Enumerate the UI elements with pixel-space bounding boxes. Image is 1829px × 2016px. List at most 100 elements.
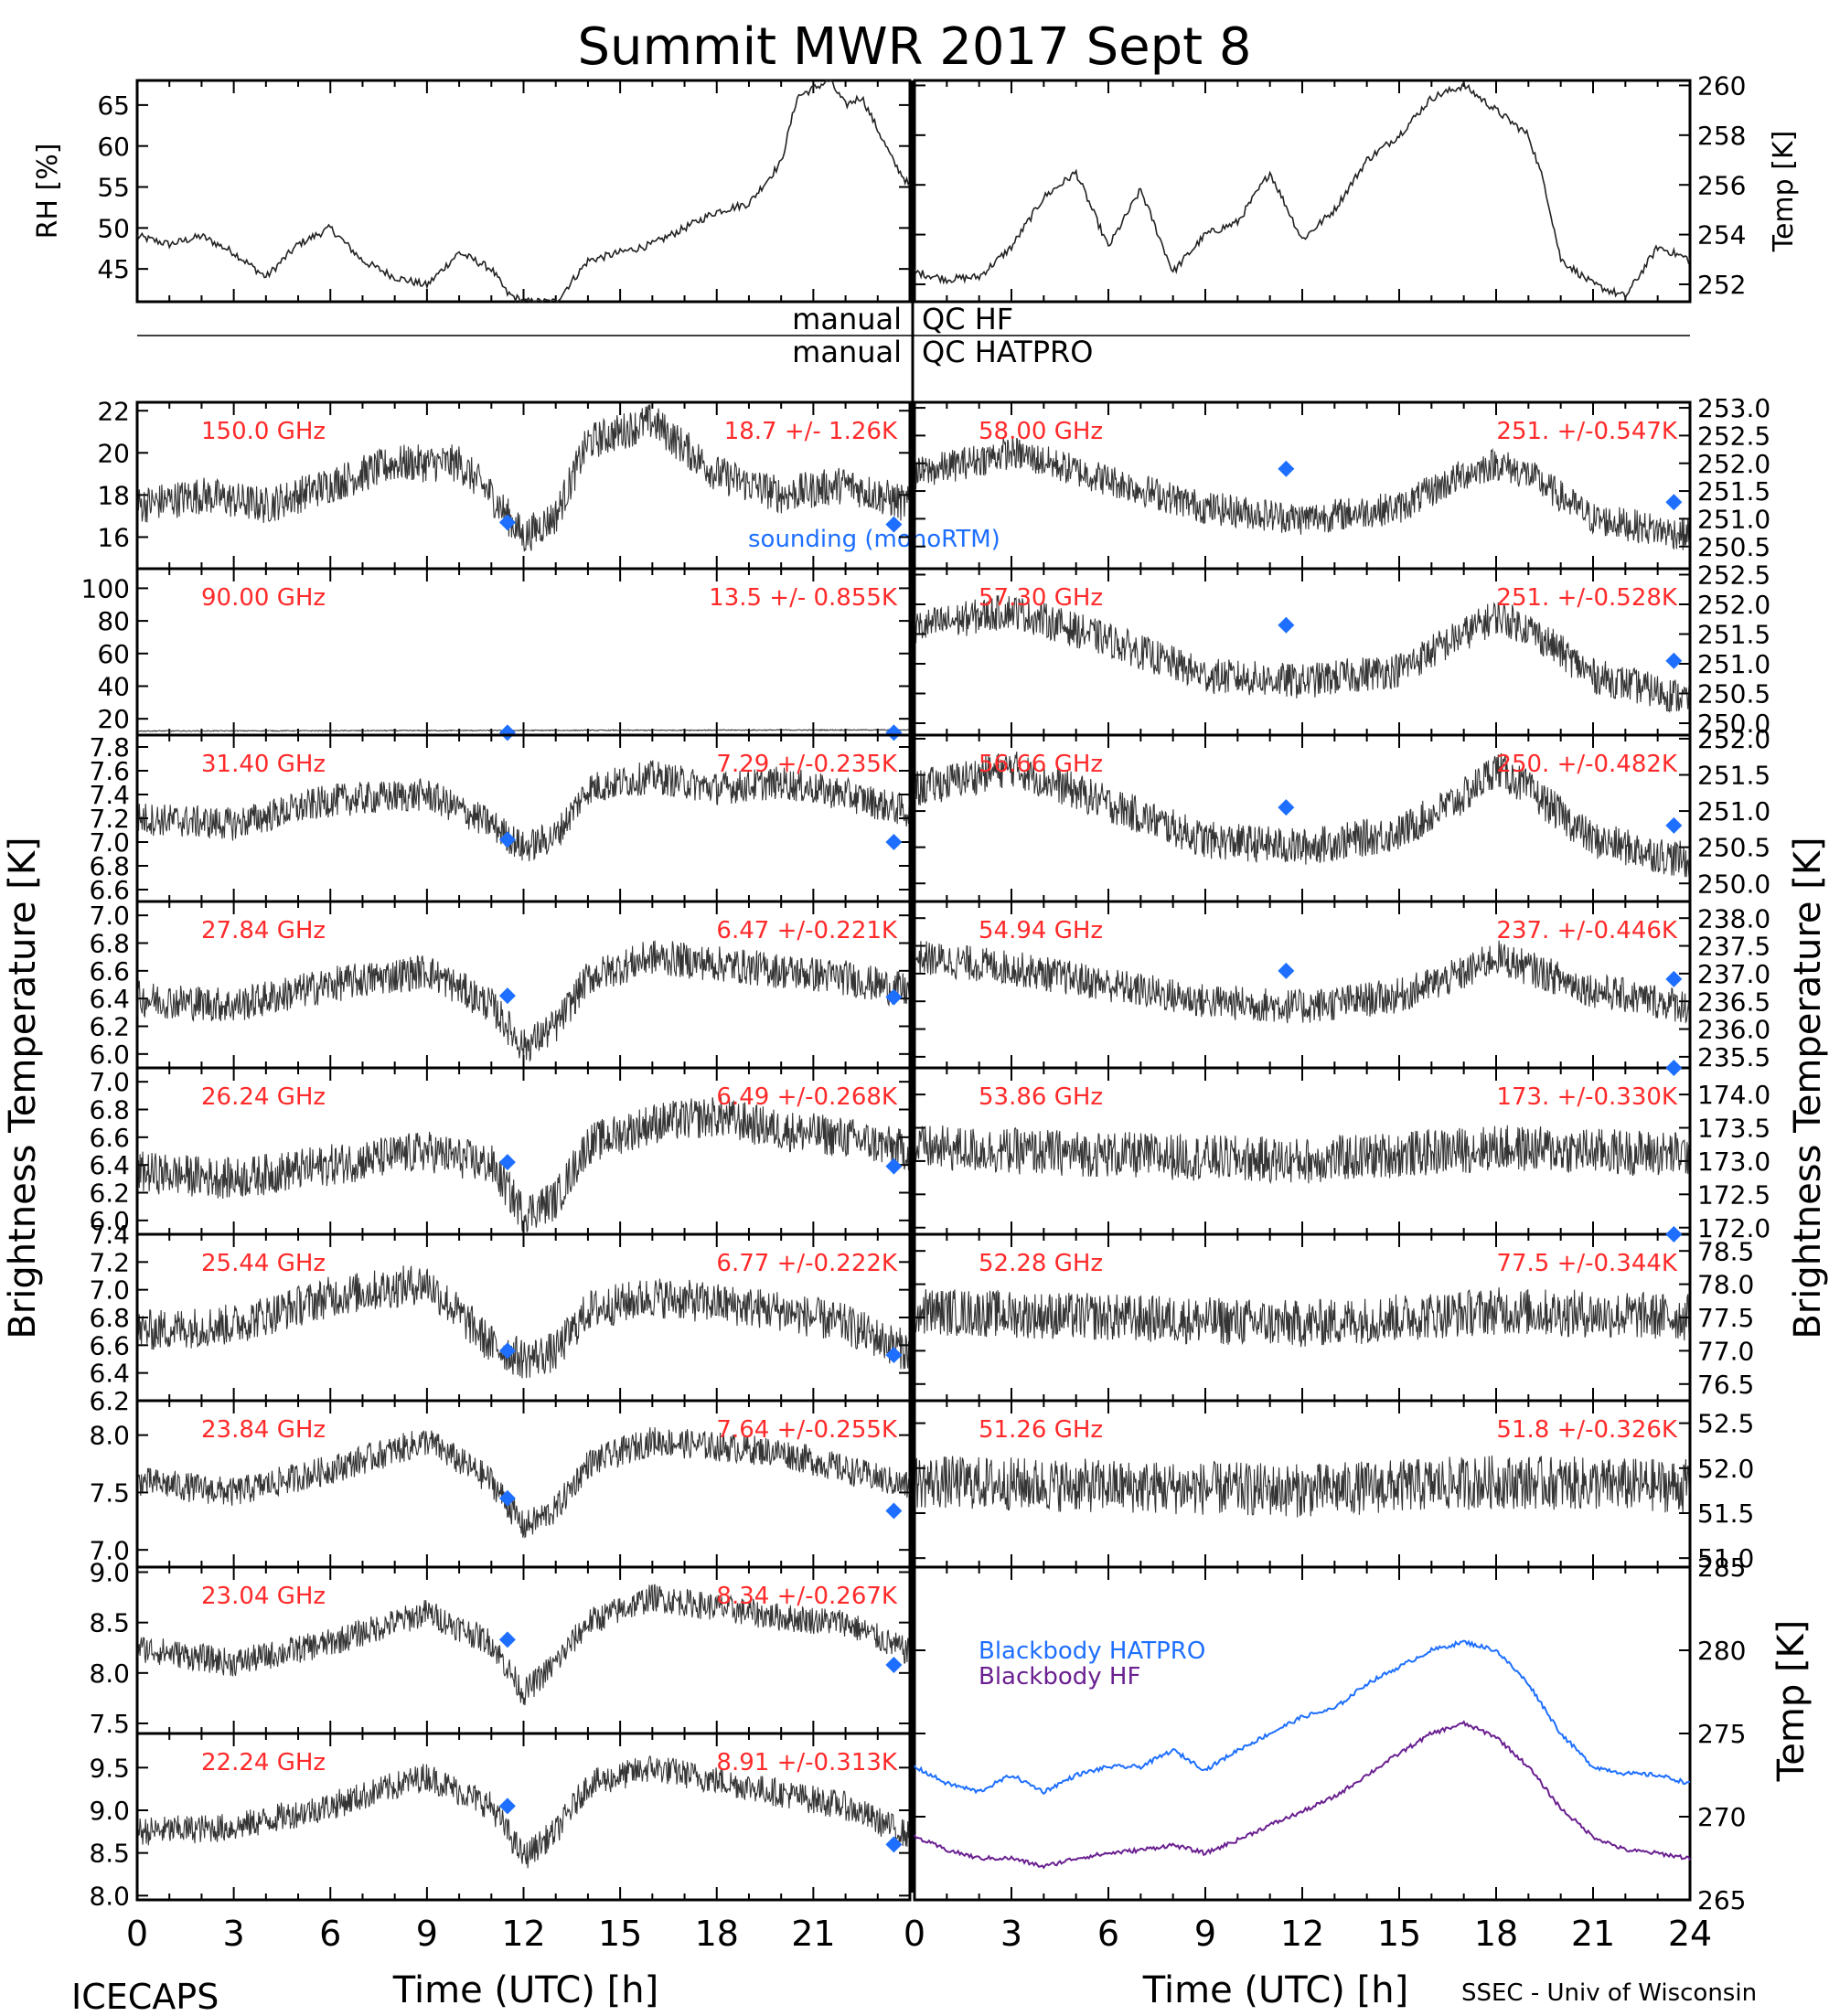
x-tick-label-right-6: 18: [1474, 1914, 1518, 1954]
right-panel-0-ytick-label-1: 251.0: [1697, 504, 1770, 534]
left-panel-1-sounding-point-0: [498, 724, 516, 741]
left-panel-3-ytick-label-1: 6.2: [89, 1012, 130, 1042]
right-panel-1-ytick-label-4: 252.0: [1697, 590, 1770, 620]
right-panel-4-ytick-label-1: 172.5: [1697, 1179, 1770, 1210]
x-tick-label-left-0: 0: [126, 1914, 148, 1954]
left-panel-6-ytick-label-2: 8.0: [89, 1421, 130, 1451]
right-panel-5-ytick-label-1: 77.0: [1697, 1336, 1754, 1366]
right-panel-3-ytick-label-4: 237.5: [1697, 932, 1770, 962]
right-panel-3-ytick-label-5: 238.0: [1697, 903, 1770, 933]
right-panel-3-sounding-point-0: [1278, 962, 1295, 979]
left-panel-2-ytick-label-4: 7.4: [89, 780, 130, 810]
right-panel-3-sounding-point-1: [1665, 970, 1683, 987]
left-panel-7-ytick-label-2: 8.5: [89, 1608, 130, 1638]
qc-hf-right: QC HF: [922, 302, 1013, 336]
left-panel-8-stats-label: 8.91 +/-0.313K: [716, 1749, 898, 1776]
right-panel-1-ytick-label-1: 250.5: [1697, 679, 1770, 709]
right-panel-0-ytick-label-5: 253.0: [1697, 393, 1770, 423]
left-panel-5-ytick-label-3: 6.8: [89, 1303, 130, 1333]
rh-panel-ytick-label-4: 65: [97, 91, 130, 121]
left-panel-4-freq-label: 26.24 GHz: [201, 1083, 326, 1111]
left-panel-6-series-line: [136, 1427, 911, 1539]
left-panel-1-ytick-label-1: 40: [97, 672, 130, 702]
left-panel-4-stats-label: 6.49 +/-0.268K: [716, 1083, 898, 1111]
left-panel-1-stats-label: 13.5 +/- 0.855K: [709, 584, 898, 612]
temp-panel-ytick-label-3: 258: [1697, 121, 1746, 151]
blackbody-legend-1: Blackbody HF: [979, 1663, 1140, 1691]
brightness-label-right: Brightness Temperature [K]: [1787, 837, 1829, 1339]
left-panel-0-ytick-label-3: 22: [97, 396, 130, 426]
right-panel-4-ytick-label-3: 173.5: [1697, 1114, 1770, 1144]
blackbody-ytick-label-1: 270: [1697, 1802, 1746, 1832]
left-panel-0-sounding-point-1: [885, 516, 903, 533]
left-panel-2-stats-label: 7.29 +/-0.235K: [716, 751, 898, 778]
right-panel-0-ytick-label-4: 252.5: [1697, 421, 1770, 451]
right-panel-5-ytick-label-4: 78.5: [1697, 1236, 1754, 1266]
left-panel-7-ytick-label-0: 7.5: [89, 1709, 130, 1739]
left-panel-4-ytick-label-5: 7.0: [89, 1067, 130, 1097]
left-panel-0-ytick-label-0: 16: [97, 523, 130, 553]
right-panel-1-freq-label: 57.30 GHz: [979, 584, 1103, 612]
right-panel-5-freq-label: 52.28 GHz: [979, 1250, 1103, 1277]
left-panel-8-ytick-label-3: 9.5: [89, 1753, 130, 1783]
x-tick-label-left-2: 6: [319, 1914, 341, 1954]
left-panel-2-ytick-label-6: 7.8: [89, 732, 130, 763]
left-panel-3-sounding-point-1: [885, 988, 903, 1006]
left-panel-1-freq-label: 90.00 GHz: [201, 584, 326, 612]
rh-panel-ytick-label-3: 60: [97, 132, 130, 162]
blackbody-frame: [913, 1565, 1692, 1902]
left-panel-2-ytick-label-0: 6.6: [89, 875, 130, 905]
left-panel-3-freq-label: 27.84 GHz: [201, 917, 326, 944]
x-axis-label-left: Time (UTC) [h]: [392, 1969, 658, 2011]
left-panel-5-ytick-label-0: 6.2: [89, 1386, 130, 1416]
x-tick-label-left-7: 21: [791, 1914, 835, 1954]
right-panel-2-ytick-label-3: 251.5: [1697, 761, 1770, 791]
right-panel-0-ytick-label-2: 251.5: [1697, 476, 1770, 507]
right-panel-2-ytick-label-4: 252.0: [1697, 724, 1770, 754]
left-panel-5-ytick-label-4: 7.0: [89, 1275, 130, 1306]
rh-ylabel: RH [%]: [32, 144, 64, 240]
blackbody-ytick-label-0: 265: [1697, 1885, 1746, 1915]
right-panel-1-ytick-label-2: 251.0: [1697, 649, 1770, 679]
left-panel-6-stats-label: 7.64 +/-0.255K: [716, 1416, 898, 1444]
left-panel-8-ytick-label-1: 8.5: [89, 1839, 130, 1869]
right-panel-4-ytick-label-2: 173.0: [1697, 1147, 1770, 1177]
right-panel-0-stats-label: 251. +/-0.547K: [1496, 418, 1678, 445]
right-panel-0-ytick-label-3: 252.0: [1697, 449, 1770, 479]
x-axis-label-right: Time (UTC) [h]: [1142, 1969, 1408, 2011]
right-panel-5-series-line: [914, 1287, 1691, 1348]
right-panel-1-sounding-point-0: [1278, 616, 1295, 634]
rh-panel-frame: [135, 79, 912, 304]
left-panel-1-ytick-label-2: 60: [97, 639, 130, 669]
left-panel-2-sounding-point-1: [885, 834, 903, 850]
blackbody-ytick-label-4: 285: [1697, 1552, 1746, 1583]
blackbody-series-line-1: [914, 1720, 1691, 1870]
right-panel-3-ytick-label-3: 237.0: [1697, 959, 1770, 989]
left-panel-8-series-line: [136, 1755, 911, 1869]
left-panel-3-ytick-label-3: 6.6: [89, 956, 130, 987]
left-panel-2-ytick-label-5: 7.6: [89, 756, 130, 786]
right-panel-6-freq-label: 51.26 GHz: [979, 1416, 1103, 1444]
left-panel-7-freq-label: 23.04 GHz: [201, 1583, 326, 1610]
left-panel-0-freq-label: 150.0 GHz: [201, 418, 326, 445]
temp-panel-ytick-label-0: 252: [1697, 270, 1746, 300]
left-panel-1-ytick-label-0: 20: [97, 704, 130, 734]
left-panel-3-sounding-point-0: [498, 987, 516, 1005]
left-panel-0-ytick-label-1: 18: [97, 480, 130, 510]
x-tick-label-left-5: 15: [598, 1914, 642, 1954]
x-tick-label-left-4: 12: [501, 1914, 545, 1954]
left-panel-5-freq-label: 25.44 GHz: [201, 1250, 326, 1277]
right-panel-4-series-line: [914, 1125, 1691, 1185]
blackbody-series-line-0: [914, 1639, 1691, 1796]
left-panel-7-sounding-point-1: [885, 1656, 903, 1673]
right-panel-2-sounding-point-1: [1665, 816, 1683, 834]
x-tick-label-right-7: 21: [1571, 1914, 1615, 1954]
right-panel-4-freq-label: 53.86 GHz: [979, 1083, 1103, 1111]
left-panel-3-ytick-label-2: 6.4: [89, 984, 130, 1014]
right-panel-3-stats-label: 237. +/-0.446K: [1496, 917, 1678, 944]
left-panel-3-ytick-label-4: 6.8: [89, 929, 130, 959]
left-panel-6-freq-label: 23.84 GHz: [201, 1416, 326, 1444]
rh-panel-series-line: [136, 79, 911, 304]
left-panel-1-ytick-label-4: 100: [81, 573, 130, 603]
